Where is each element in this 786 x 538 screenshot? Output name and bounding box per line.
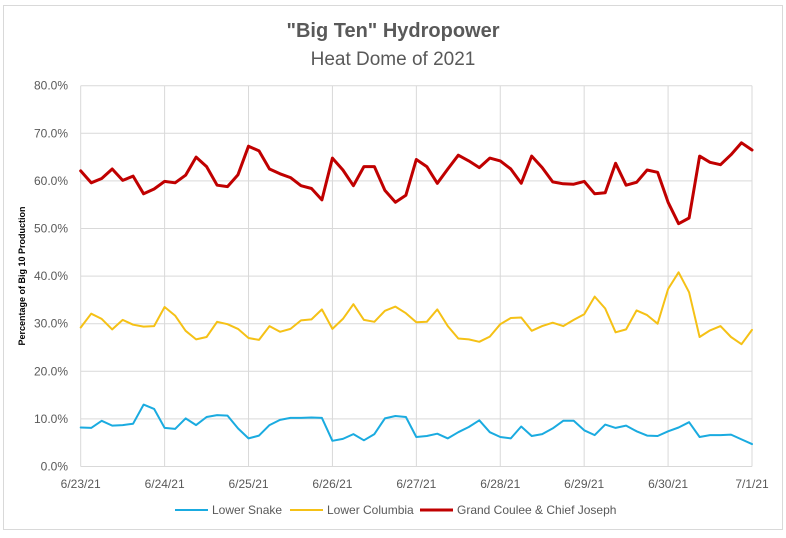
x-tick-label: 6/30/21 — [648, 477, 688, 491]
x-tick-labels: 6/23/21 6/24/21 6/25/21 6/26/21 6/27/21 6/28/… — [61, 477, 769, 491]
legend-label: Lower Snake — [212, 503, 282, 517]
x-tick-label: 6/26/21 — [312, 477, 352, 491]
y-tick-label: 10.0% — [34, 412, 68, 426]
series-line-1 — [79, 271, 753, 346]
chart-subtitle: Heat Dome of 2021 — [311, 49, 476, 70]
series-line-0 — [79, 403, 753, 446]
legend: Lower Snake Lower Columbia Grand Coulee & … — [175, 503, 616, 517]
y-tick-label: 50.0% — [34, 222, 68, 236]
y-tick-label: 60.0% — [34, 174, 68, 188]
chart-title: "Big Ten" Hydropower — [286, 20, 499, 42]
series-lines — [79, 141, 754, 446]
x-tick-label: 6/25/21 — [229, 477, 269, 491]
series-line-2 — [79, 141, 754, 226]
legend-item: Lower Snake — [175, 503, 282, 517]
x-tick-label: 6/28/21 — [480, 477, 520, 491]
x-tick-label: 6/23/21 — [61, 477, 101, 491]
legend-label: Lower Columbia — [327, 503, 414, 517]
legend-item: Grand Coulee & Chief Joseph — [420, 503, 616, 517]
x-tick-label: 6/24/21 — [145, 477, 185, 491]
y-tick-label: 0.0% — [41, 460, 69, 474]
y-axis-title: Percentage of Big 10 Production — [17, 206, 27, 345]
legend-label: Grand Coulee & Chief Joseph — [457, 503, 616, 517]
chart-frame — [3, 5, 783, 530]
y-tick-label: 80.0% — [34, 79, 68, 93]
x-tick-label: 7/1/21 — [735, 477, 769, 491]
x-tick-label: 6/29/21 — [564, 477, 604, 491]
legend-item: Lower Columbia — [290, 503, 414, 517]
y-tick-label: 30.0% — [34, 317, 68, 331]
x-tick-label: 6/27/21 — [396, 477, 436, 491]
y-tick-label: 20.0% — [34, 364, 68, 378]
y-tick-label: 70.0% — [34, 126, 68, 140]
y-tick-label: 40.0% — [34, 269, 68, 283]
y-tick-labels: 0.0% 10.0% 20.0% 30.0% 40.0% 50.0% 60.0% 70.0% 8… — [34, 79, 68, 474]
